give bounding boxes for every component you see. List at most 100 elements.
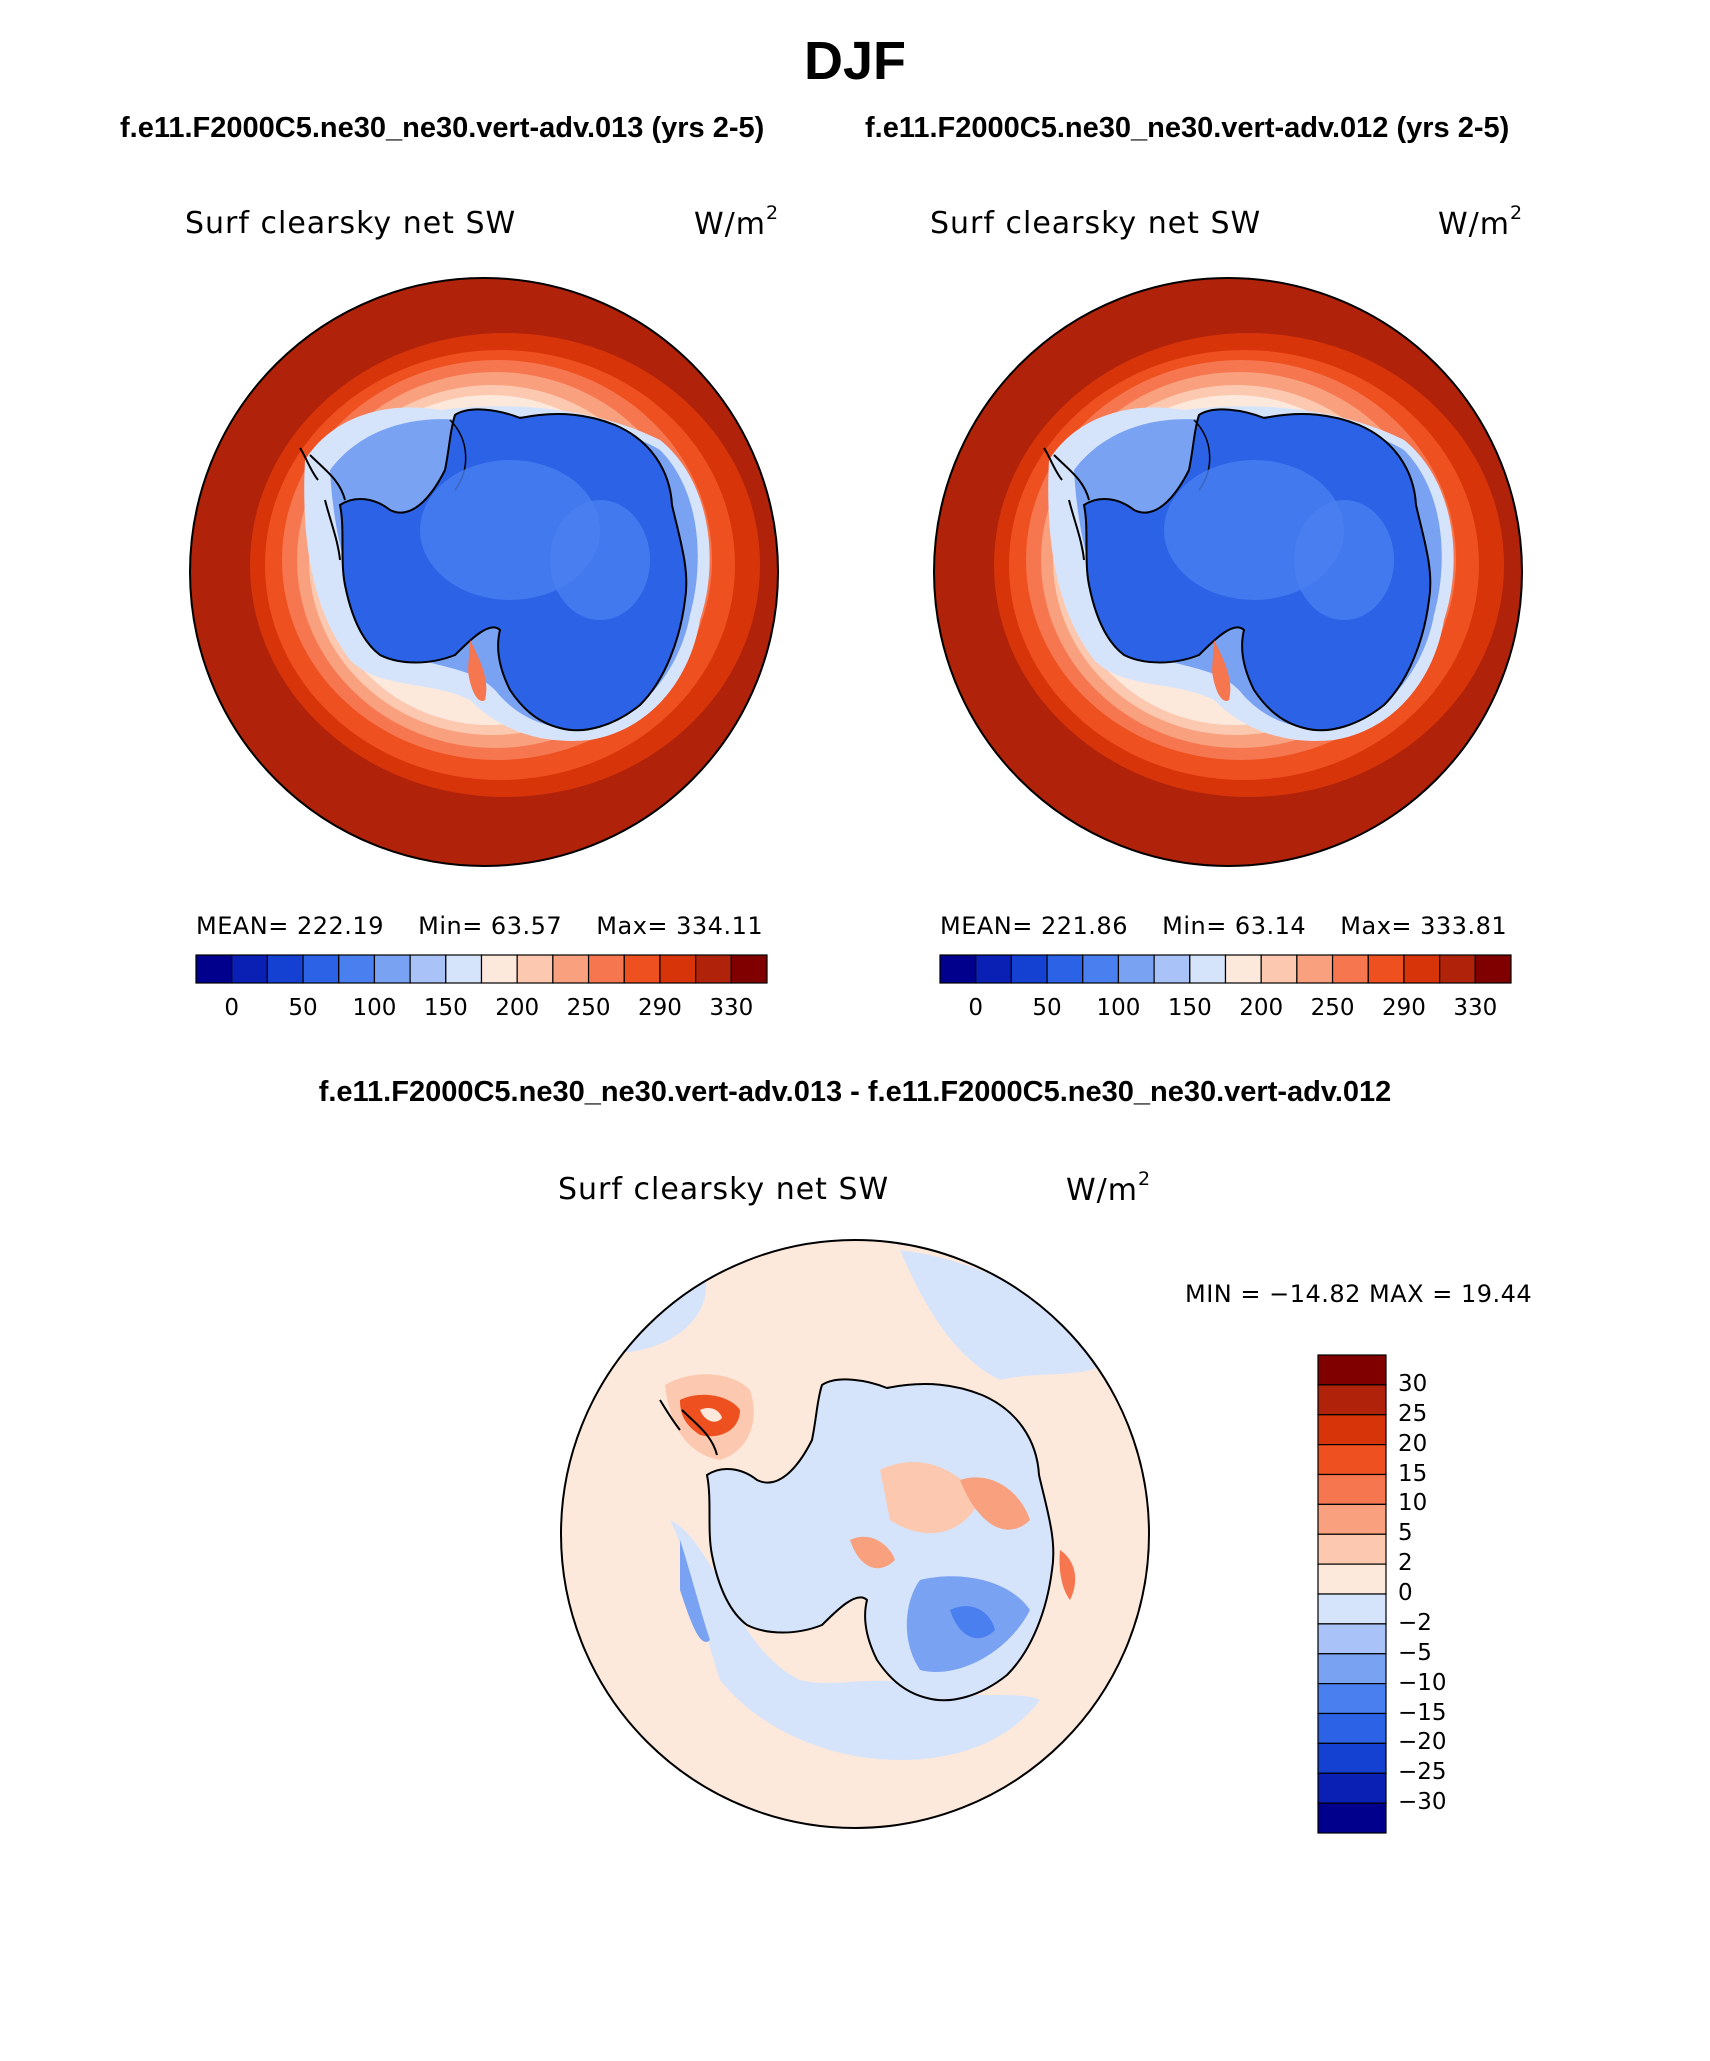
case-title-right: f.e11.F2000C5.ne30_ne30.vert-adv.012 (yr… — [865, 112, 1510, 144]
field-max-region — [1504, 278, 1522, 460]
colorbar-tick-label: −10 — [1398, 1669, 1447, 1696]
left-max-value: Max= 334.11 — [596, 912, 764, 940]
diff-negative-strong-west — [680, 1540, 710, 1642]
right-max-value: Max= 333.81 — [1340, 912, 1508, 940]
colorbar-swatch — [1317, 1414, 1387, 1446]
colorbar-tick-label: 290 — [637, 995, 682, 1021]
diff-positive-core — [700, 1407, 722, 1422]
diff-panel-units: W/m2 — [1066, 1168, 1152, 1208]
diff-negative-strong-interior — [950, 1606, 995, 1639]
colorbar-swatch — [480, 954, 518, 984]
colorbar-tick-label: −20 — [1398, 1729, 1447, 1756]
colorbar-swatch — [445, 954, 483, 984]
colorbar-swatch — [1331, 954, 1369, 984]
colorbar-tick-label: 50 — [288, 995, 318, 1021]
colorbar-tick-label: 150 — [1167, 995, 1212, 1021]
diff-positive-east — [960, 1477, 1030, 1530]
colorbar-swatch — [552, 954, 590, 984]
colorbar-tick-label: 100 — [352, 995, 397, 1021]
colorbar-swatch — [1317, 1444, 1387, 1476]
colorbar-swatch — [1317, 1533, 1387, 1565]
colorbar-swatch — [1153, 954, 1191, 984]
colorbar-tick-label: 290 — [1381, 995, 1426, 1021]
colorbar-swatch — [1474, 954, 1512, 984]
peninsula-coast-detail — [659, 1399, 681, 1431]
colorbar-swatch — [1317, 1802, 1387, 1834]
colorbar-tick-label: −30 — [1398, 1789, 1447, 1816]
peninsula-coast-detail — [299, 447, 341, 561]
colorbar-swatch — [1317, 1563, 1387, 1595]
colorbar-swatch — [659, 954, 697, 984]
colorbar-swatch — [587, 954, 625, 984]
left-map-boundary — [189, 277, 779, 867]
diff-positive-interior — [880, 1461, 980, 1534]
colorbar-swatch — [1317, 1742, 1387, 1774]
colorbar-swatch — [939, 954, 977, 984]
right-panel-units: W/m2 — [1438, 202, 1524, 242]
diff-panel-variable-label: Surf clearsky net SW — [558, 1172, 890, 1207]
weddell-warm-tongue — [468, 640, 487, 701]
colorbar-tick-label: −2 — [1398, 1609, 1432, 1636]
right-min-value: Min= 63.14 — [1162, 912, 1307, 940]
colorbar-swatch — [516, 954, 554, 984]
left-panel-units: W/m2 — [694, 202, 780, 242]
colorbar-tick-label: 150 — [423, 995, 468, 1021]
colorbar-tick-label: −15 — [1398, 1699, 1447, 1726]
right-mean-value: MEAN= 221.86 — [940, 912, 1128, 940]
colorbar-swatch — [1317, 1354, 1387, 1386]
colorbar-swatch — [1317, 1772, 1387, 1804]
diff-positive-coast-east — [1059, 1550, 1076, 1600]
colorbar-tick-label: 200 — [495, 995, 540, 1021]
colorbar-swatch — [1317, 1623, 1387, 1655]
antarctic-peninsula-coast — [309, 454, 346, 501]
left-panel-variable-label: Surf clearsky net SW — [185, 206, 517, 241]
colorbar-tick-label: 250 — [566, 995, 611, 1021]
colorbar-tick-label: 15 — [1398, 1460, 1428, 1487]
diff-positive-small — [850, 1536, 895, 1569]
colorbar-swatch — [195, 954, 233, 984]
colorbar-swatch — [1224, 954, 1262, 984]
left-polar-map — [189, 277, 779, 867]
left-panel-stats: MEAN= 222.19 Min= 63.57 Max= 334.11 — [196, 912, 763, 940]
peninsula-coast-detail — [1043, 447, 1085, 561]
diff-negative-patch-ne — [900, 1250, 1110, 1380]
right-panel-variable-label: Surf clearsky net SW — [930, 206, 1262, 241]
right-map-boundary — [933, 277, 1523, 867]
colorbar-swatch — [1189, 954, 1227, 984]
left-mean-value: MEAN= 222.19 — [196, 912, 384, 940]
interior-patch-east — [1294, 500, 1394, 620]
difference-polar-map — [560, 1239, 1150, 1829]
colorbar-swatch — [1317, 1712, 1387, 1744]
colorbar-tick-label: −5 — [1398, 1639, 1432, 1666]
colorbar-swatch — [1260, 954, 1298, 984]
colorbar-swatch — [409, 954, 447, 984]
right-colorbar — [939, 954, 1512, 984]
right-panel-stats: MEAN= 221.86 Min= 63.14 Max= 333.81 — [940, 912, 1507, 940]
colorbar-swatch — [1010, 954, 1048, 984]
colorbar-swatch — [1317, 1683, 1387, 1715]
colorbar-swatch — [1317, 1503, 1387, 1535]
colorbar-swatch — [1317, 1473, 1387, 1505]
colorbar-tick-label: 0 — [1398, 1580, 1413, 1606]
colorbar-tick-label: −25 — [1398, 1759, 1447, 1786]
colorbar-tick-label: 10 — [1398, 1490, 1428, 1517]
colorbar-swatch — [338, 954, 376, 984]
colorbar-tick-label: 330 — [709, 995, 754, 1021]
colorbar-tick-label: 30 — [1398, 1370, 1428, 1397]
colorbar-swatch — [623, 954, 661, 984]
colorbar-swatch — [1403, 954, 1441, 984]
colorbar-swatch — [730, 954, 768, 984]
antarctic-peninsula-coast — [1053, 454, 1090, 501]
colorbar-swatch — [1439, 954, 1476, 984]
difference-min-max: MIN = −14.82 MAX = 19.44 — [1185, 1280, 1533, 1308]
colorbar-swatch — [1046, 954, 1084, 984]
difference-map-boundary — [560, 1239, 1150, 1829]
colorbar-tick-label: 100 — [1096, 995, 1141, 1021]
colorbar-swatch — [1296, 954, 1334, 984]
colorbar-swatch — [1317, 1653, 1387, 1685]
colorbar-swatch — [231, 954, 268, 984]
colorbar-swatch — [1317, 1593, 1387, 1625]
colorbar-swatch — [975, 954, 1012, 984]
colorbar-swatch — [695, 954, 732, 984]
